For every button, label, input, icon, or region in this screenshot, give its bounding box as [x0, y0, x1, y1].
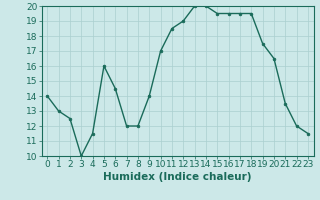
X-axis label: Humidex (Indice chaleur): Humidex (Indice chaleur): [103, 172, 252, 182]
